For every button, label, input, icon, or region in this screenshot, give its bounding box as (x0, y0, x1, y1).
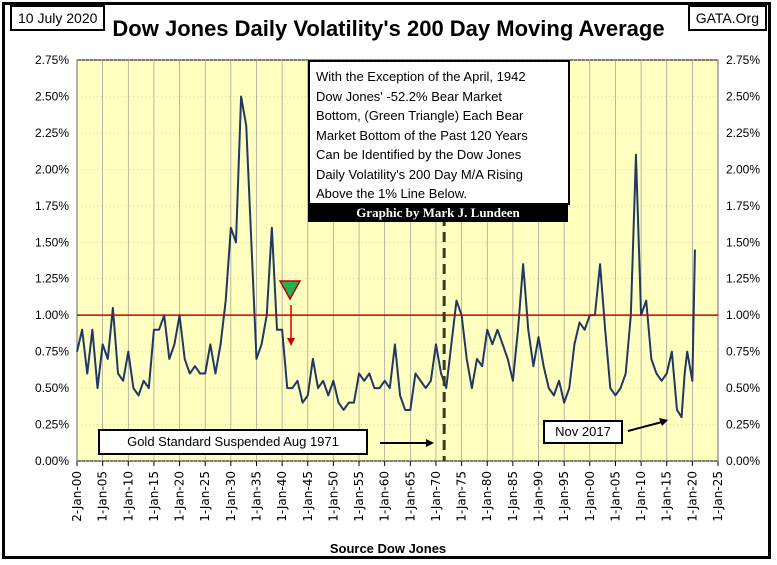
x-tick-label: 1-Jan-10 (121, 471, 135, 522)
chart-frame (2, 2, 771, 559)
green-triangle-marker (278, 280, 302, 301)
y-tick-label-right: 2.50% (726, 89, 760, 103)
x-tick-label: 1-Jan-95 (557, 471, 571, 522)
x-tick-label: 1-Jan-80 (480, 471, 494, 522)
x-tick-label: 1-Jan-15 (660, 471, 674, 522)
note-line: Daily Volatility's 200 Day M/A Rising (316, 166, 523, 182)
gold-standard-note: Gold Standard Suspended Aug 1971 (98, 429, 368, 455)
nov-arrow-shaft (627, 421, 663, 432)
x-tick-label: 1-Jan-35 (249, 471, 263, 522)
y-tick-label-left: 0.50% (35, 381, 69, 395)
x-axis-label: Source Dow Jones (330, 541, 446, 556)
y-tick-label-left: 1.25% (35, 272, 69, 286)
y-tick-label-left: 2.00% (35, 162, 69, 176)
chart-title: Dow Jones Daily Volatility's 200 Day Mov… (112, 16, 665, 41)
x-tick-label: 1-Jan-40 (275, 471, 289, 522)
x-tick-label: 1-Jan-65 (403, 471, 417, 522)
y-tick-label-right: 1.25% (726, 272, 760, 286)
y-tick-label-left: 1.00% (35, 308, 69, 322)
x-tick-label: 1-Jan-10 (634, 471, 648, 522)
y-tick-label-right: 0.50% (726, 381, 760, 395)
y-tick-label-left: 1.50% (35, 235, 69, 249)
note-line: Bottom, (Green Triangle) Each Bear (316, 108, 524, 123)
y-tick-label-left: 1.75% (35, 199, 69, 213)
y-tick-label-right: 1.50% (726, 235, 760, 249)
red-arrow-head (287, 338, 295, 346)
x-tick-label: 1-Jan-85 (506, 471, 520, 522)
x-tick-label: 1-Jan-45 (301, 471, 315, 522)
x-tick-label: 1-Jan-20 (685, 471, 699, 522)
y-tick-label-left: 0.25% (35, 418, 69, 432)
y-tick-label-left: 2.50% (35, 89, 69, 103)
note-line: With the Exception of the April, 1942 (316, 69, 526, 84)
note-line: Market Bottom of the Past 120 Years (316, 127, 528, 143)
x-tick-label: 1-Jan-55 (352, 471, 366, 522)
x-tick-label: 1-Jan-05 (608, 471, 622, 522)
nov-2017-note: Nov 2017 (543, 420, 623, 444)
y-tick-label-right: 2.75% (726, 53, 760, 67)
y-tick-label-right: 1.00% (726, 308, 760, 322)
x-tick-label: 1-Jan-20 (173, 471, 187, 522)
x-tick-label: 1-Jan-75 (455, 471, 469, 522)
x-tick-label: 1-Jan-25 (711, 471, 725, 522)
y-tick-label-right: 2.25% (726, 126, 760, 140)
x-tick-label: 1-Jan-50 (326, 471, 340, 522)
credit-banner: Graphic by Mark J. Lundeen (308, 203, 568, 222)
y-tick-label-right: 0.75% (726, 345, 760, 359)
y-tick-label-right: 1.75% (726, 199, 760, 213)
x-tick-label: 1-Jan-70 (429, 471, 443, 522)
x-tick-label: 1-Jan-25 (198, 471, 212, 522)
x-tick-label: 1-Jan-05 (96, 471, 110, 522)
x-tick-label: 1-Jan-30 (224, 471, 238, 522)
y-tick-label-left: 2.25% (35, 126, 69, 140)
y-tick-label-left: 2.75% (35, 53, 69, 67)
volatility-line (76, 95, 696, 419)
x-tick-label: 1-Jan-00 (583, 471, 597, 522)
source-site-label: GATA.Org (687, 5, 767, 31)
y-tick-label-right: 0.00% (726, 454, 760, 468)
x-tick-label: 2-Jan-00 (70, 471, 84, 522)
x-tick-label: 1-Jan-90 (532, 471, 546, 522)
x-tick-label: 1-Jan-60 (378, 471, 392, 522)
note-line: Dow Jones' -52.2% Bear Market (316, 88, 503, 104)
gold-arrow-head (426, 439, 434, 447)
x-tick-label: 1-Jan-15 (147, 471, 161, 522)
y-tick-label-left: 0.00% (35, 454, 69, 468)
date-label: 10 July 2020 (10, 5, 106, 31)
main-annotation: With the Exception of the April, 1942 Do… (308, 60, 570, 205)
nov-arrow-head (659, 418, 668, 426)
y-tick-label-right: 2.00% (726, 162, 760, 176)
note-line: Above the 1% Line Below. (316, 186, 468, 201)
note-line: Can be Identified by the Dow Jones (316, 147, 522, 162)
y-tick-label-left: 0.75% (35, 345, 69, 359)
y-tick-label-right: 0.25% (726, 418, 760, 432)
